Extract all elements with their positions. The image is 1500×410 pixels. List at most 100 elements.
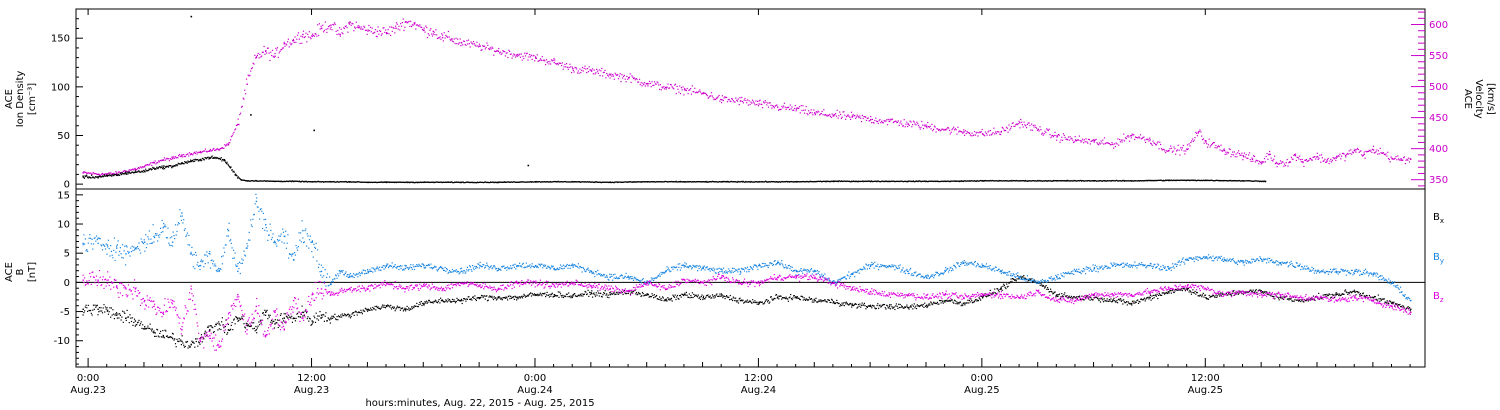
bx-point (1012, 278, 1014, 280)
density-point (1057, 180, 1059, 182)
bx-point (919, 305, 921, 307)
velocity-point (686, 87, 688, 90)
bx-point (926, 306, 928, 309)
bx-point (1004, 286, 1006, 288)
density-point (616, 181, 619, 184)
velocity-point (1036, 129, 1039, 131)
velocity-point (516, 54, 518, 56)
velocity-point (654, 81, 656, 83)
velocity-point (184, 156, 186, 158)
velocity-point (402, 18, 404, 20)
velocity-point (710, 92, 713, 94)
velocity-point (540, 59, 542, 61)
density-point (918, 180, 920, 182)
bx-point (383, 304, 385, 306)
velocity-point (517, 53, 519, 55)
bx-point (97, 314, 99, 316)
velocity-point (695, 92, 697, 94)
velocity-point (1351, 151, 1354, 153)
density-point (1226, 180, 1228, 182)
density-point (96, 176, 99, 178)
velocity-point (1211, 143, 1213, 146)
velocity-point (301, 42, 303, 44)
bx-point (979, 298, 981, 300)
velocity-point (649, 82, 651, 84)
density-point (1110, 180, 1112, 182)
density-point (336, 181, 338, 183)
density-point (536, 181, 538, 183)
velocity-point (727, 99, 729, 101)
bx-point (763, 303, 765, 305)
velocity-point (974, 131, 976, 133)
bx-point (275, 322, 277, 324)
bx-point (185, 341, 187, 343)
bx-point (770, 296, 772, 298)
bx-point (742, 299, 744, 301)
bx-point (645, 294, 647, 296)
velocity-point (263, 45, 265, 48)
velocity-point (193, 152, 195, 154)
density-point (893, 180, 895, 182)
velocity-point (194, 152, 196, 155)
bx-point (787, 300, 789, 302)
velocity-point (529, 56, 532, 58)
density-point (1164, 180, 1166, 182)
velocity-point (338, 33, 340, 35)
bx-point (268, 316, 270, 318)
velocity-point (94, 172, 96, 175)
density-point (91, 177, 93, 179)
bx-point (115, 313, 117, 315)
bx-point (129, 314, 131, 316)
density-point (437, 181, 439, 183)
velocity-point (757, 105, 760, 107)
density-point (531, 181, 533, 183)
density-point (128, 171, 130, 173)
velocity-point (1065, 138, 1067, 141)
bx-point (840, 304, 842, 307)
bx-point (881, 304, 883, 306)
bx-point (753, 301, 755, 304)
velocity-point (1103, 143, 1105, 145)
velocity-point (611, 75, 613, 77)
bx-point (854, 303, 857, 305)
bx-point (781, 298, 783, 300)
density-point (979, 180, 981, 182)
bx-point (643, 295, 645, 297)
density-point (819, 180, 821, 182)
density-point (469, 182, 471, 184)
density-point (743, 181, 745, 183)
velocity-point (279, 50, 281, 52)
bx-point (218, 321, 220, 323)
bx-point (475, 298, 477, 300)
velocity-point (870, 118, 872, 121)
velocity-point (598, 69, 600, 71)
velocity-point (884, 120, 886, 122)
bx-point (477, 297, 479, 299)
density-point (167, 166, 170, 168)
bx-point (1335, 294, 1337, 296)
bx-point (971, 302, 973, 304)
density-point (309, 181, 311, 183)
velocity-point (1226, 153, 1228, 155)
density-point (948, 181, 950, 183)
velocity-point (1027, 122, 1029, 124)
density-point (109, 173, 111, 175)
bx-point (125, 317, 127, 319)
velocity-point (892, 121, 894, 124)
density-point (136, 171, 138, 173)
bx-point (364, 307, 366, 309)
density-point (250, 180, 252, 182)
velocity-point (483, 45, 485, 47)
velocity-point (1374, 152, 1376, 154)
density-point (800, 181, 802, 183)
density-point (798, 181, 800, 183)
density-point (844, 180, 846, 182)
density-point (770, 180, 772, 183)
velocity-point (354, 26, 356, 28)
bx-point (1017, 275, 1019, 277)
density-point (503, 181, 505, 183)
velocity-point (933, 125, 935, 127)
bx-point (1000, 287, 1002, 289)
bx-point (385, 305, 387, 307)
velocity-point (1039, 126, 1041, 128)
